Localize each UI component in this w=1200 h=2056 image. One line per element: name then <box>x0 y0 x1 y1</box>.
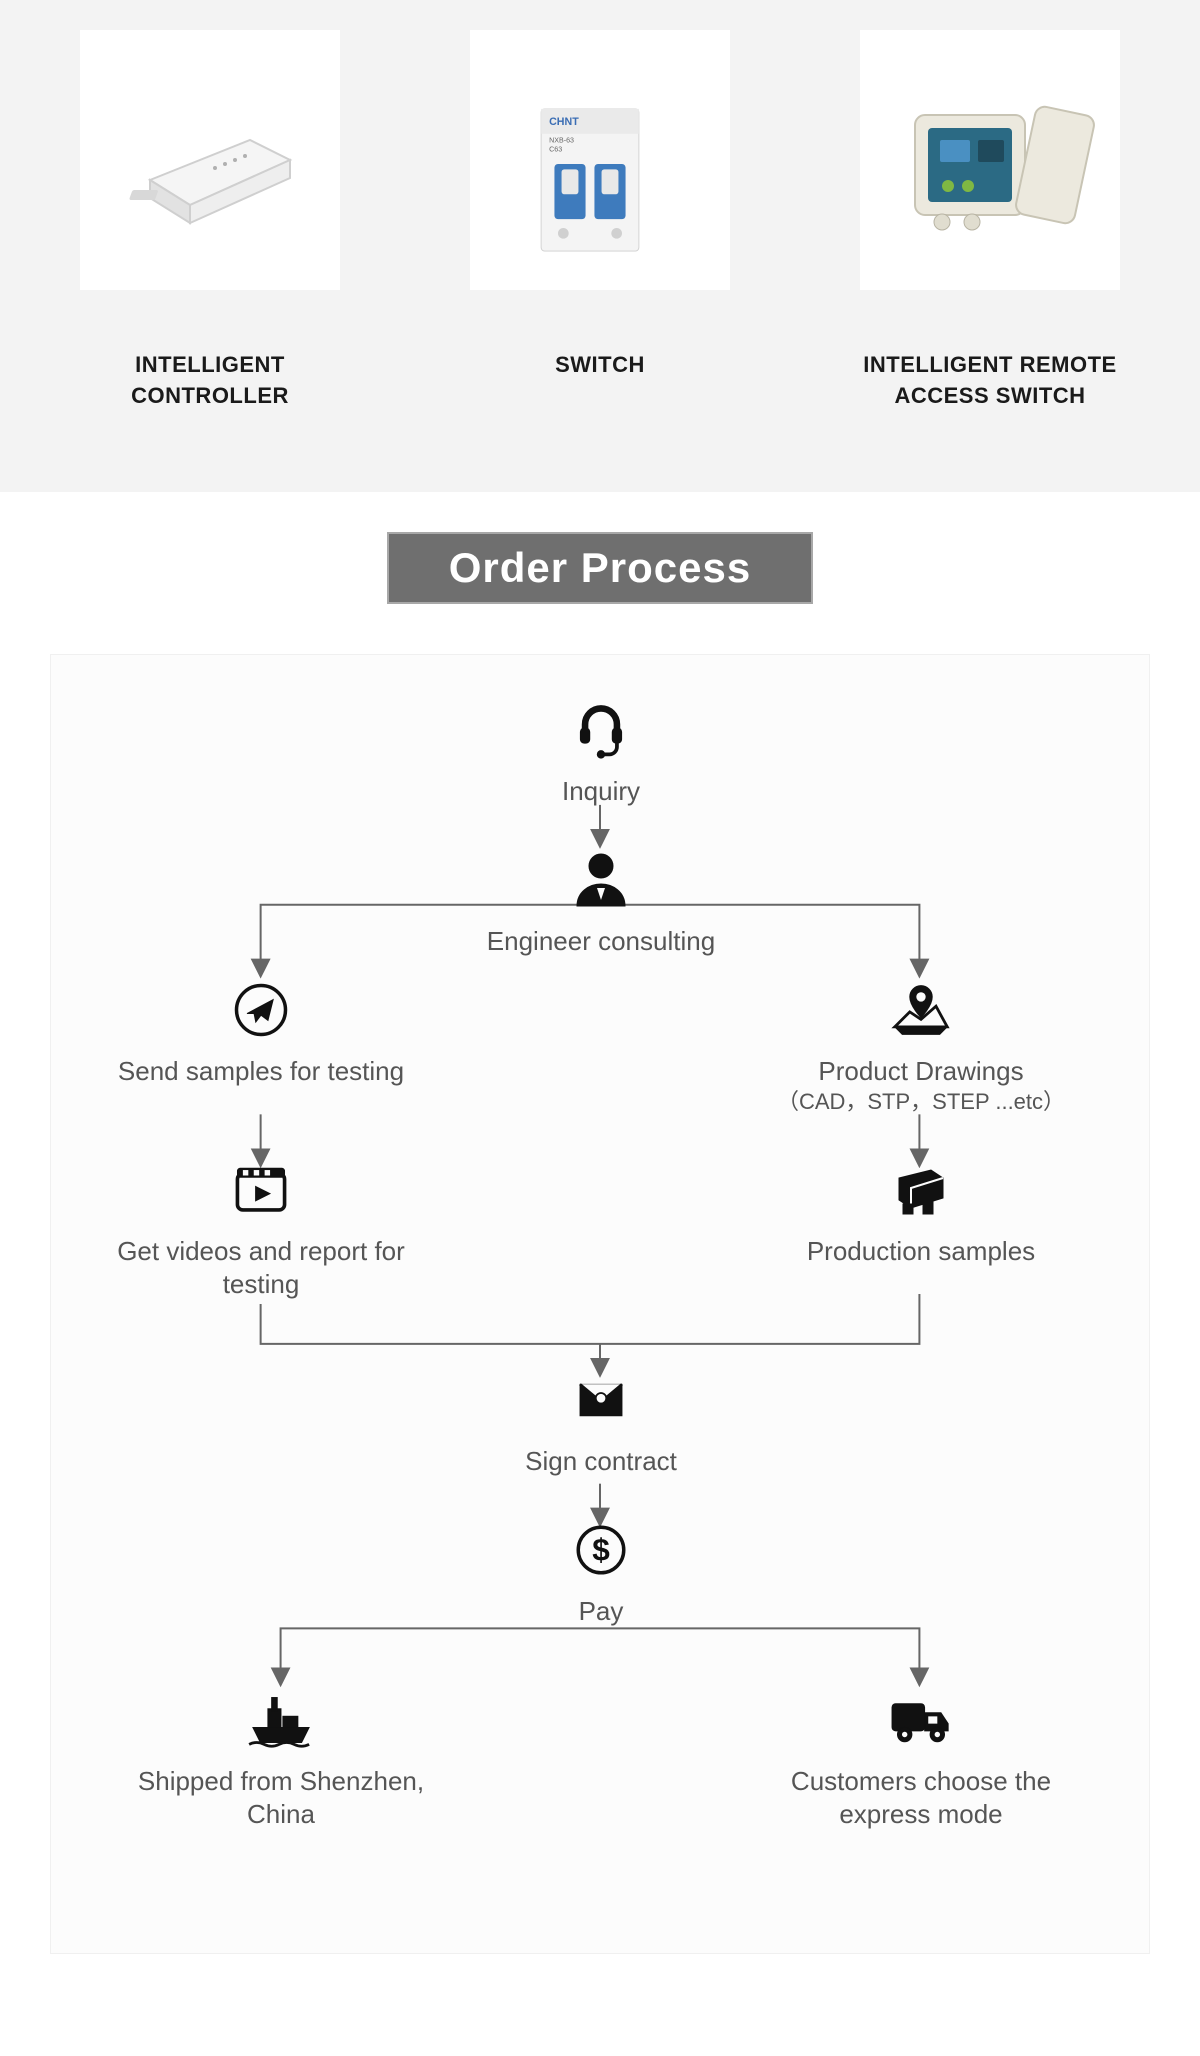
products-section: INTELLIGENT CONTROLLER CHNT NXB-63 C63 <box>0 0 1200 492</box>
flow-node-ship: Shipped from Shenzhen, China <box>111 1685 451 1833</box>
svg-text:CHNT: CHNT <box>549 116 579 128</box>
flow-node-videos: Get videos and report for testing <box>91 1155 431 1303</box>
svg-text:$: $ <box>592 1531 610 1567</box>
order-title-wrap: Order Process <box>0 532 1200 604</box>
flow-node-sublabel: （CAD，STP，STEP ...etc） <box>777 1088 1065 1117</box>
flow-node-prodsamp: Production samples <box>751 1155 1091 1269</box>
flow-node-express: Customers choose the express mode <box>751 1685 1091 1833</box>
remote-mock <box>900 90 1080 230</box>
plane-icon <box>226 975 296 1045</box>
product-label: INTELLIGENT REMOTE ACCESS SWITCH <box>840 350 1140 412</box>
flow-node-drawings: Product Drawings（CAD，STP，STEP ...etc） <box>751 975 1091 1117</box>
switch-mock: CHNT NXB-63 C63 <box>510 90 690 230</box>
person-icon <box>566 845 636 915</box>
truck-icon <box>886 1685 956 1755</box>
flow-node-label: Engineer consulting <box>487 925 715 959</box>
flow-node-label: Get videos and report for testing <box>91 1235 431 1303</box>
flow-node-label: Sign contract <box>525 1445 677 1479</box>
headset-icon <box>566 695 636 765</box>
video-icon <box>226 1155 296 1225</box>
product-switch: CHNT NXB-63 C63 SWITCH <box>450 30 750 412</box>
flow-node-label: Pay <box>579 1595 624 1629</box>
dollar-icon: $ <box>566 1515 636 1585</box>
machine-icon <box>886 1155 956 1225</box>
product-image-switch: CHNT NXB-63 C63 <box>470 30 730 290</box>
product-image-remote <box>860 30 1120 290</box>
order-process-flowchart: Inquiry Engineer consulting Send samples f… <box>50 654 1150 1954</box>
product-intelligent-controller: INTELLIGENT CONTROLLER <box>60 30 360 412</box>
controller-mock <box>120 90 300 230</box>
flow-node-label: Customers choose the express mode <box>751 1765 1091 1833</box>
flow-node-engineer: Engineer consulting <box>431 845 771 959</box>
flow-node-label: Send samples for testing <box>118 1055 404 1089</box>
ship-icon <box>246 1685 316 1755</box>
flow-edge <box>600 1628 919 1683</box>
flow-node-label: Inquiry <box>562 775 640 809</box>
svg-text:C63: C63 <box>549 146 562 154</box>
flow-node-contract: Sign contract <box>431 1365 771 1479</box>
flow-node-label: Shipped from Shenzhen, China <box>111 1765 451 1833</box>
order-process-title: Order Process <box>387 532 814 604</box>
product-remote-switch: INTELLIGENT REMOTE ACCESS SWITCH <box>840 30 1140 412</box>
flow-node-samples: Send samples for testing <box>91 975 431 1089</box>
product-image-controller <box>80 30 340 290</box>
flow-edge <box>281 1628 600 1683</box>
svg-text:NXB-63: NXB-63 <box>549 137 574 145</box>
flow-node-label: Production samples <box>807 1235 1035 1269</box>
map-pin-icon <box>886 975 956 1045</box>
flow-node-label: Product Drawings <box>818 1055 1023 1089</box>
flow-node-inquiry: Inquiry <box>431 695 771 809</box>
product-label: INTELLIGENT CONTROLLER <box>60 350 360 412</box>
product-label: SWITCH <box>555 350 645 381</box>
flow-node-pay: $ Pay <box>431 1515 771 1629</box>
envelope-icon <box>566 1365 636 1435</box>
